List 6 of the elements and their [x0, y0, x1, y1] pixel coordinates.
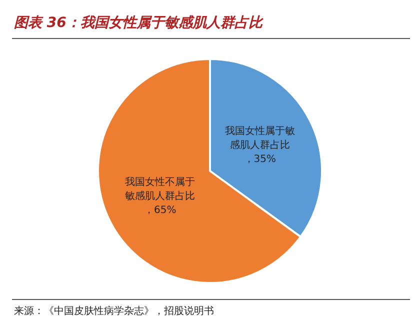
slice-label: 我国女性不属于敏感肌人群占比 [125, 176, 196, 202]
chart-title: 图表 36：我国女性属于敏感肌人群占比 [14, 14, 262, 32]
data-label: ，65% [144, 205, 176, 216]
slice-label: 我国女性属于敏感肌人群占比 [224, 125, 295, 152]
source-note: 来源：《中国皮肤性病学杂志》，招股说明书 [14, 304, 214, 318]
data-label: ，35% [244, 154, 276, 166]
